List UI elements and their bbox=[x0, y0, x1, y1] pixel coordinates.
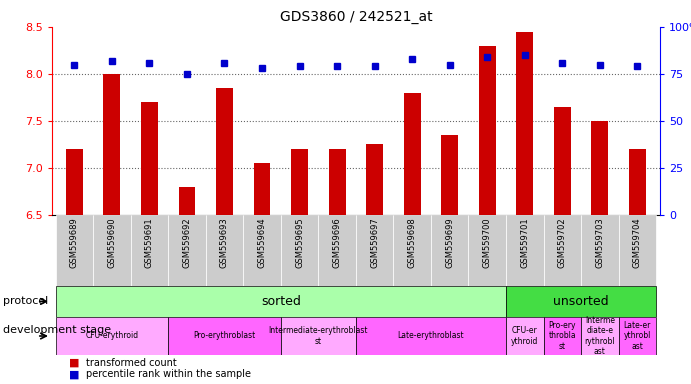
Bar bbox=[104, 74, 120, 215]
Bar bbox=[168, 317, 281, 355]
Bar bbox=[544, 317, 581, 355]
Bar bbox=[618, 215, 656, 286]
Bar bbox=[442, 135, 458, 215]
Bar bbox=[404, 93, 421, 215]
Bar bbox=[281, 215, 319, 286]
Bar bbox=[55, 286, 506, 317]
Bar bbox=[319, 215, 356, 286]
Text: percentile rank within the sample: percentile rank within the sample bbox=[86, 369, 252, 379]
Text: GSM559703: GSM559703 bbox=[596, 217, 605, 268]
Bar bbox=[356, 317, 506, 355]
Bar bbox=[629, 149, 646, 215]
Bar bbox=[329, 149, 346, 215]
Text: GSM559696: GSM559696 bbox=[332, 217, 341, 268]
Text: ■: ■ bbox=[69, 369, 79, 379]
Text: CFU-erythroid: CFU-erythroid bbox=[85, 331, 138, 341]
Text: GSM559694: GSM559694 bbox=[258, 217, 267, 268]
Text: unsorted: unsorted bbox=[553, 295, 609, 308]
Bar bbox=[93, 215, 131, 286]
Bar bbox=[506, 215, 544, 286]
Bar bbox=[55, 317, 168, 355]
Bar bbox=[591, 121, 608, 215]
Text: Pro-erythroblast: Pro-erythroblast bbox=[193, 331, 256, 341]
Bar bbox=[431, 215, 468, 286]
Title: GDS3860 / 242521_at: GDS3860 / 242521_at bbox=[280, 10, 432, 25]
Bar bbox=[618, 317, 656, 355]
Bar bbox=[581, 215, 618, 286]
Text: ■: ■ bbox=[69, 358, 79, 368]
Bar bbox=[168, 215, 206, 286]
Text: transformed count: transformed count bbox=[86, 358, 177, 368]
Bar bbox=[506, 286, 656, 317]
Bar bbox=[516, 31, 533, 215]
Bar bbox=[141, 102, 158, 215]
Bar bbox=[66, 149, 83, 215]
Bar bbox=[468, 215, 506, 286]
Text: GSM559704: GSM559704 bbox=[633, 217, 642, 268]
Bar bbox=[216, 88, 233, 215]
Text: protocol: protocol bbox=[3, 296, 48, 306]
Text: GSM559702: GSM559702 bbox=[558, 217, 567, 268]
Bar bbox=[506, 317, 544, 355]
Bar bbox=[55, 215, 93, 286]
Text: GSM559697: GSM559697 bbox=[370, 217, 379, 268]
Bar bbox=[243, 215, 281, 286]
Bar bbox=[479, 46, 495, 215]
Bar bbox=[554, 107, 571, 215]
Text: GSM559689: GSM559689 bbox=[70, 217, 79, 268]
Text: development stage: development stage bbox=[3, 325, 111, 335]
Text: Interme
diate-e
rythrobl
ast: Interme diate-e rythrobl ast bbox=[585, 316, 615, 356]
Text: Late-er
ythrobl
ast: Late-er ythrobl ast bbox=[624, 321, 651, 351]
Bar bbox=[178, 187, 196, 215]
Bar bbox=[291, 149, 308, 215]
Bar bbox=[131, 215, 168, 286]
Bar bbox=[356, 215, 393, 286]
Bar bbox=[581, 317, 618, 355]
Text: GSM559695: GSM559695 bbox=[295, 217, 304, 268]
Text: GSM559698: GSM559698 bbox=[408, 217, 417, 268]
Text: sorted: sorted bbox=[261, 295, 301, 308]
Text: CFU-er
ythroid: CFU-er ythroid bbox=[511, 326, 538, 346]
Text: GSM559701: GSM559701 bbox=[520, 217, 529, 268]
Bar bbox=[281, 317, 356, 355]
Text: GSM559693: GSM559693 bbox=[220, 217, 229, 268]
Text: GSM559691: GSM559691 bbox=[145, 217, 154, 268]
Text: GSM559692: GSM559692 bbox=[182, 217, 191, 268]
Bar bbox=[206, 215, 243, 286]
Bar bbox=[366, 144, 383, 215]
Text: GSM559699: GSM559699 bbox=[445, 217, 454, 268]
Bar bbox=[393, 215, 431, 286]
Text: Intermediate-erythroblast
st: Intermediate-erythroblast st bbox=[269, 326, 368, 346]
Text: Late-erythroblast: Late-erythroblast bbox=[397, 331, 464, 341]
Text: GSM559700: GSM559700 bbox=[483, 217, 492, 268]
Bar bbox=[254, 163, 270, 215]
Text: GSM559690: GSM559690 bbox=[107, 217, 116, 268]
Text: Pro-ery
throbla
st: Pro-ery throbla st bbox=[549, 321, 576, 351]
Bar bbox=[544, 215, 581, 286]
